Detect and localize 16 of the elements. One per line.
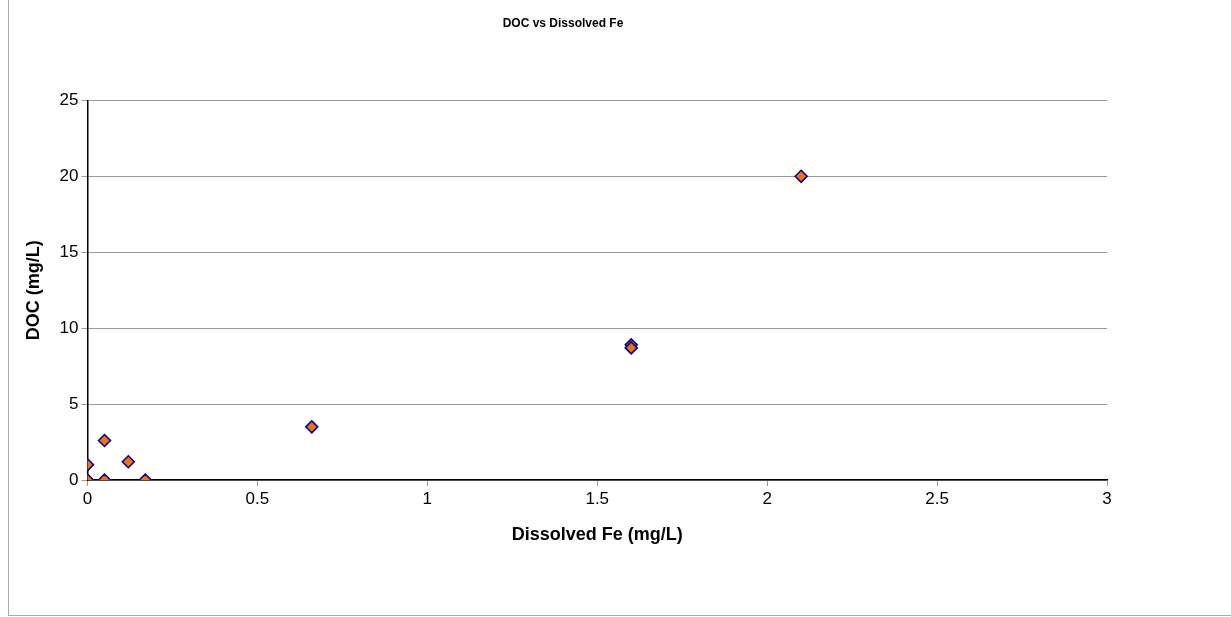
y-tick-label: 20	[59, 166, 79, 186]
x-axis-title: Dissolved Fe (mg/L)	[511, 524, 683, 545]
y-tick-label: 0	[69, 469, 79, 489]
y-tick-label: 15	[59, 241, 79, 261]
y-tick-label: 5	[69, 393, 79, 413]
x-tick-label: 1.5	[585, 488, 610, 508]
y-tick-label: 25	[59, 90, 79, 110]
x-tick-label: 3	[1102, 488, 1112, 508]
x-tick-label: 0.5	[245, 488, 270, 508]
chart-title: DOC vs Dissolved Fe	[502, 15, 624, 30]
y-tick-label: 10	[59, 317, 79, 337]
y-axis-title: DOC (mg/L)	[22, 240, 43, 341]
x-tick-label: 2	[762, 488, 772, 508]
x-tick-label: 1	[422, 488, 433, 508]
x-tick-label: 0	[82, 488, 93, 508]
x-tick-label: 2.5	[925, 488, 949, 508]
